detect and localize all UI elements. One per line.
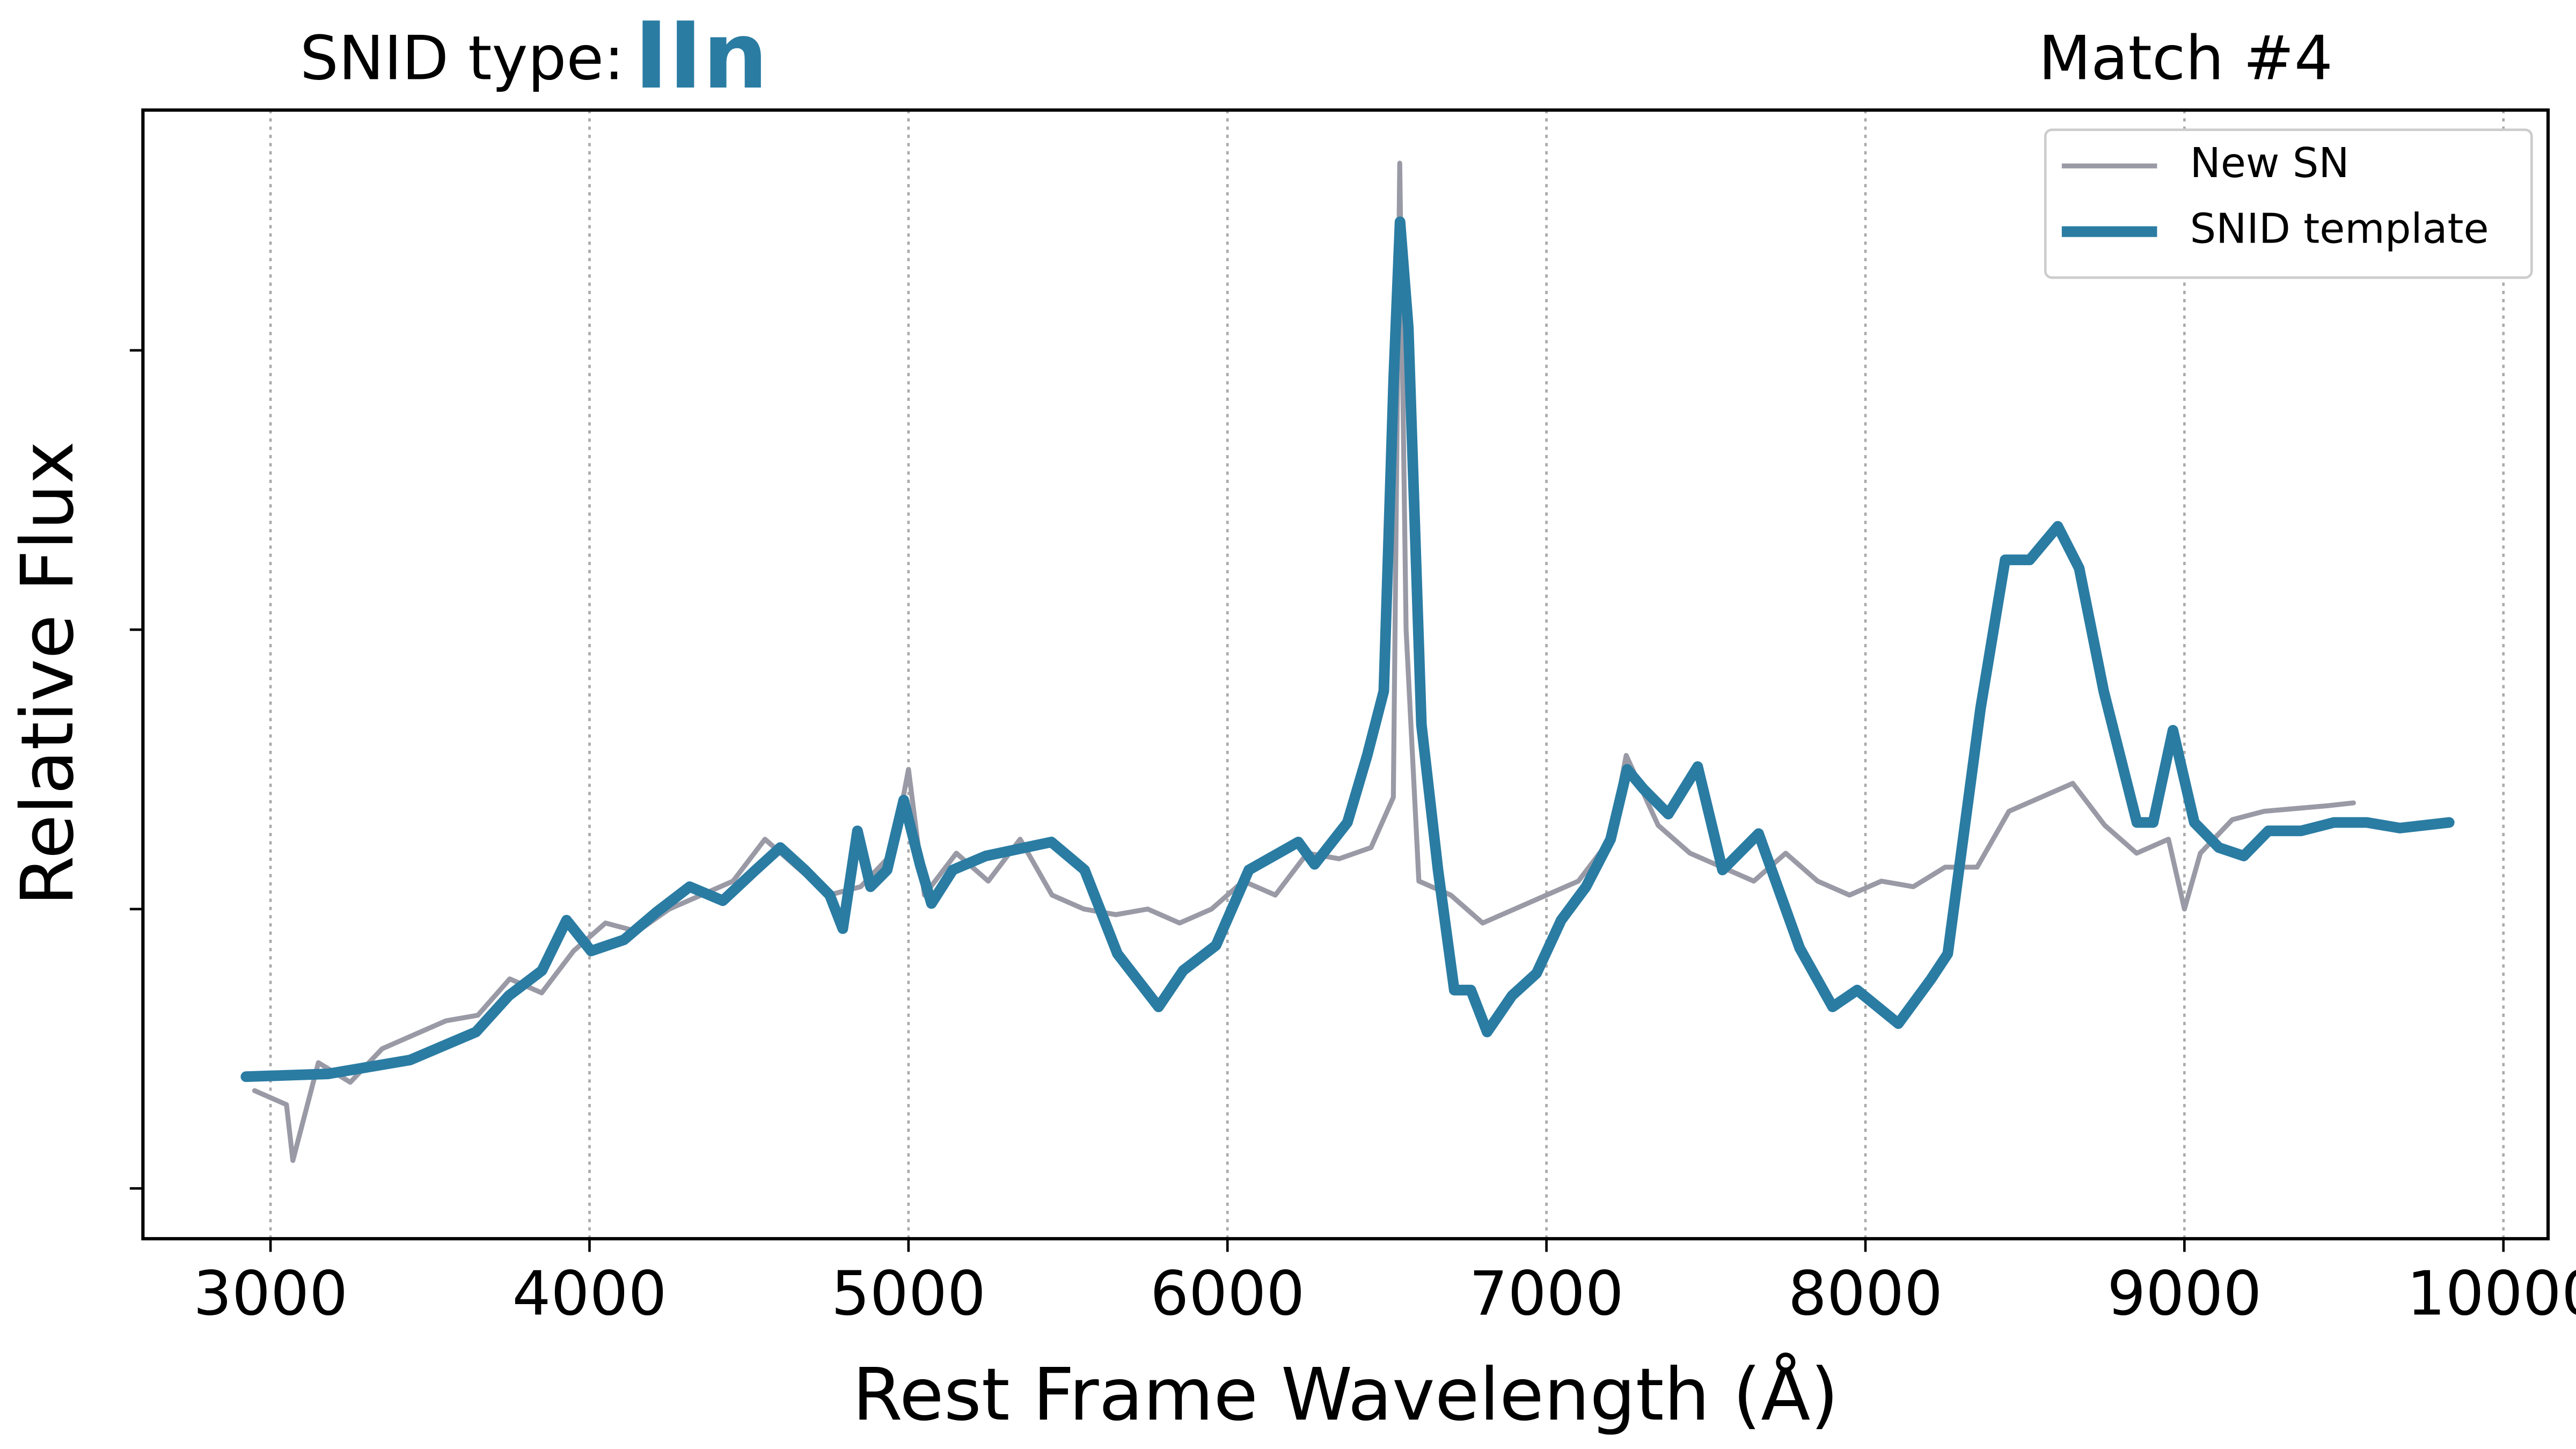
plot-frame [141,108,2550,1241]
x-tick-label: 10000 [2407,1258,2576,1329]
x-axis-label: Rest Frame Wavelength (Å) [852,1352,1839,1437]
x-tick-label: 9000 [2107,1258,2262,1329]
title-prefix: SNID type: [300,23,624,94]
plot-area: 3000 4000 5000 6000 7000 8000 9000 10000 New SN S… [129,108,2576,1329]
x-tick-label: 4000 [512,1258,667,1329]
series-line [240,216,2455,1082]
series-line [252,160,2356,1163]
title-type: IIn [634,3,769,109]
y-axis-label: Relative Flux [5,441,90,906]
legend-label: New SN [2190,140,2350,187]
legend-box [2044,128,2533,279]
legend-label: SNID template [2190,206,2489,253]
match-label: Match #4 [2038,23,2332,94]
x-tick-label: 8000 [1788,1258,1943,1329]
x-tick-label: 7000 [1469,1258,1623,1329]
x-tick-label: 3000 [193,1258,348,1329]
legend: New SN SNID template [2044,128,2533,279]
x-tick-label: 6000 [1150,1258,1305,1329]
x-tick-label: 5000 [831,1258,986,1329]
